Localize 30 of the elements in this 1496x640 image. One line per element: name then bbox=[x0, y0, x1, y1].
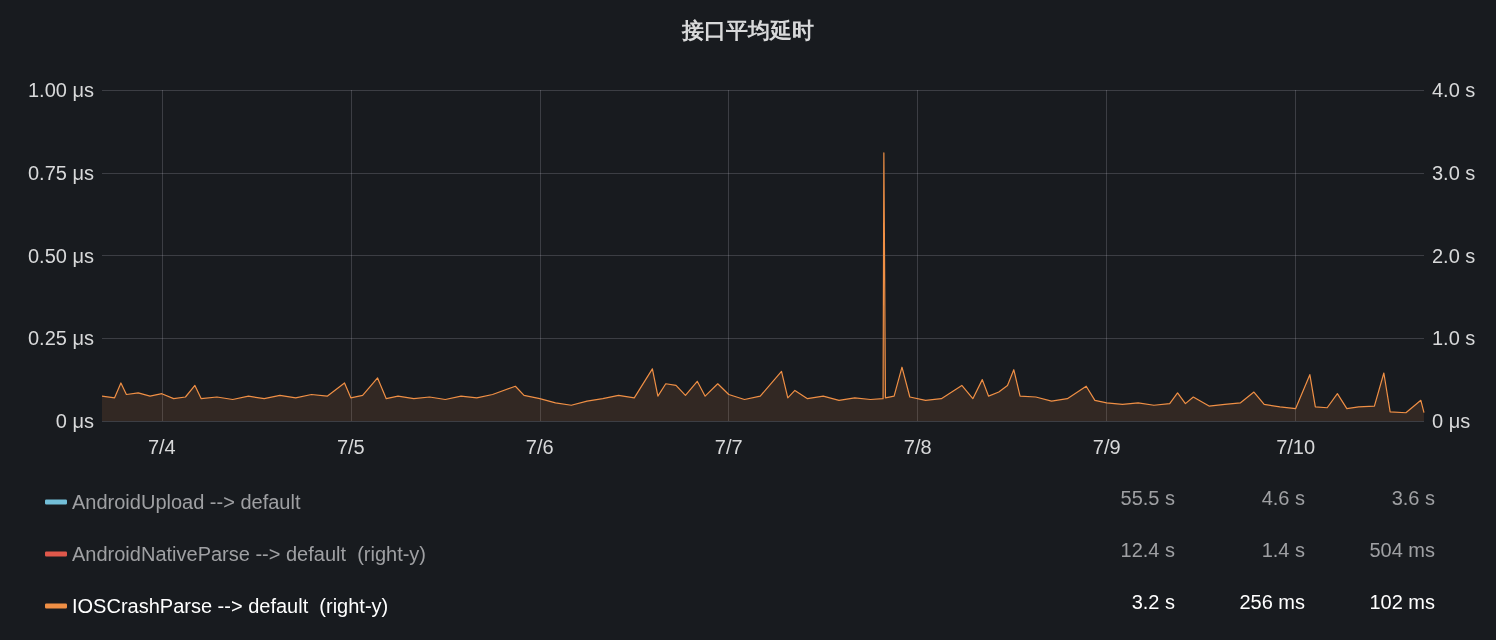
text: 3.2 s bbox=[1131, 591, 1175, 613]
legend-label: AndroidNativeParse --> default (right-y) bbox=[72, 543, 427, 565]
legend-label: AndroidUpload --> default bbox=[72, 491, 301, 513]
y-tick-label: 1.00 μs bbox=[27, 79, 94, 101]
text: 1.4 s bbox=[1261, 539, 1305, 561]
y2-tick-label: 3.0 s bbox=[1432, 161, 1476, 184]
x-tick-label: 7/4 bbox=[147, 436, 176, 458]
y-tick-label: 0.50 μs bbox=[27, 244, 94, 267]
x-tick-label: 7/9 bbox=[1092, 436, 1121, 458]
y2-tick-label: 0 μs bbox=[1432, 410, 1471, 432]
text: 256 ms bbox=[1239, 591, 1306, 613]
legend-label: IOSCrashParse --> default (right-y) bbox=[72, 595, 389, 617]
text: 504 ms bbox=[1369, 539, 1436, 561]
y-tick-label: 0.25 μs bbox=[27, 327, 94, 350]
y2-tick-label: 1.0 s bbox=[1432, 327, 1476, 350]
y2-tick-label: 2.0 s bbox=[1432, 244, 1476, 267]
text: 12.4 s bbox=[1120, 539, 1175, 561]
x-tick-label: 7/6 bbox=[525, 436, 554, 458]
text: 102 ms bbox=[1369, 591, 1436, 613]
text: 4.6 s bbox=[1261, 487, 1305, 509]
x-tick-label: 7/7 bbox=[714, 436, 743, 458]
y-tick-label: 0 μs bbox=[55, 410, 94, 432]
text: 55.5 s bbox=[1120, 487, 1175, 509]
x-tick-label: 7/10 bbox=[1276, 436, 1316, 458]
x-tick-label: 7/8 bbox=[903, 436, 932, 458]
chart-title: 接口平均延时 bbox=[681, 17, 814, 43]
y2-tick-label: 4.0 s bbox=[1432, 79, 1476, 101]
x-tick-label: 7/5 bbox=[336, 436, 365, 458]
y-tick-label: 0.75 μs bbox=[27, 161, 94, 184]
text: 3.6 s bbox=[1391, 487, 1435, 509]
